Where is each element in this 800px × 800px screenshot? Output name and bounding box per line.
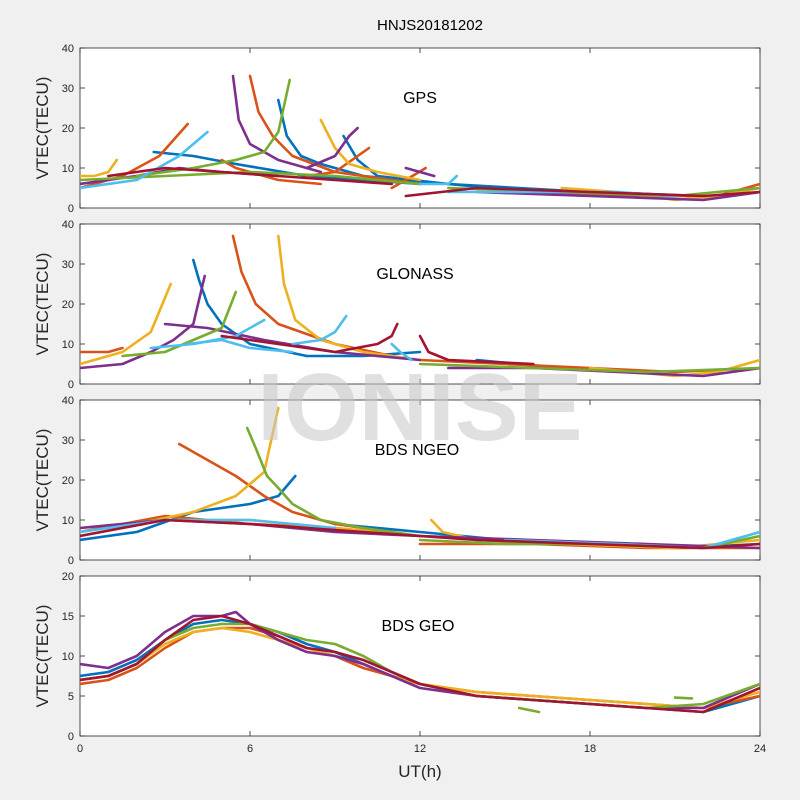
y-tick-label: 20	[62, 571, 74, 583]
figure-title: HNJS20181202	[377, 17, 483, 34]
panel-title: GPS	[403, 90, 437, 107]
y-tick-label: 0	[68, 379, 74, 391]
series-line	[245, 426, 422, 538]
series-line	[475, 190, 760, 202]
y-tick-label: 10	[62, 651, 74, 663]
panel-4: 0 5 10 15 20 0 6 12 18 24 BDS GEO VTEC(TECU)	[33, 571, 766, 755]
series-line	[80, 518, 760, 550]
y-tick-label: 5	[68, 691, 74, 703]
plot-area	[79, 223, 761, 385]
panel-3: 0 10 20 30 40 BDS NGEO VTEC(TECU)	[33, 395, 761, 567]
plot-area	[79, 399, 761, 561]
panel-2: 0 10 20 30 40 GLONASS VTEC(TECU)	[33, 219, 761, 391]
series-group	[80, 74, 760, 202]
x-tick-label: 18	[584, 743, 596, 755]
panels-group: 0 10 20 30 40 GPS VTEC(TECU) 0 10 20 30 40 GLONASS VT…	[33, 43, 766, 755]
series-line	[404, 166, 436, 178]
y-tick-label: 10	[62, 339, 74, 351]
series-line	[107, 166, 394, 186]
series-line	[121, 290, 238, 358]
panel-title: GLONASS	[376, 266, 453, 283]
series-line	[418, 334, 535, 366]
series-line	[220, 322, 399, 354]
y-axis-label: VTEC(TECU)	[33, 605, 52, 708]
series-line	[186, 338, 294, 354]
x-tick-label: 0	[77, 743, 83, 755]
plot-area	[79, 575, 761, 737]
y-tick-label: 10	[62, 163, 74, 175]
watermark: IONISE	[257, 354, 582, 461]
series-line	[135, 406, 280, 526]
series-line	[80, 614, 760, 714]
y-tick-label: 15	[62, 611, 74, 623]
x-tick-label: 24	[754, 743, 766, 755]
series-line	[248, 74, 422, 186]
y-tick-label: 30	[62, 83, 74, 95]
y-tick-label: 40	[62, 219, 74, 231]
y-tick-label: 20	[62, 123, 74, 135]
y-axis-label: VTEC(TECU)	[33, 77, 52, 180]
x-tick-label: 6	[247, 743, 253, 755]
y-tick-label: 20	[62, 475, 74, 487]
x-tick-label: 12	[414, 743, 426, 755]
y-tick-label: 0	[68, 203, 74, 215]
series-line	[163, 322, 422, 362]
y-tick-label: 10	[62, 515, 74, 527]
series-line	[418, 174, 459, 186]
panel-title: BDS NGEO	[375, 442, 459, 459]
panel-title: BDS GEO	[382, 618, 455, 635]
y-tick-label: 0	[68, 555, 74, 567]
y-tick-label: 20	[62, 299, 74, 311]
series-group	[80, 610, 760, 714]
series-line	[231, 74, 323, 174]
series-line	[177, 442, 394, 534]
panel-1: 0 10 20 30 40 GPS VTEC(TECU)	[33, 43, 761, 215]
series-line	[276, 234, 422, 362]
series-line	[305, 126, 360, 170]
series-line	[390, 342, 413, 362]
y-tick-label: 30	[62, 259, 74, 271]
y-tick-label: 40	[62, 43, 74, 55]
series-group	[80, 406, 760, 550]
series-line	[80, 346, 124, 354]
series-line	[192, 258, 309, 358]
series-line	[404, 186, 760, 198]
x-axis-label: UT(h)	[398, 762, 441, 781]
series-line	[517, 706, 541, 714]
series-line	[305, 146, 371, 178]
y-tick-label: 40	[62, 395, 74, 407]
series-line	[291, 314, 348, 346]
y-axis-label: VTEC(TECU)	[33, 429, 52, 532]
series-line	[80, 158, 119, 178]
series-group	[80, 234, 760, 378]
series-line	[673, 696, 694, 700]
y-tick-label: 0	[68, 731, 74, 743]
series-line	[80, 170, 422, 186]
series-line	[319, 118, 422, 182]
series-line	[80, 282, 172, 366]
y-tick-label: 30	[62, 435, 74, 447]
y-axis-label: VTEC(TECU)	[33, 253, 52, 356]
series-line	[418, 362, 760, 374]
series-line	[80, 518, 337, 534]
